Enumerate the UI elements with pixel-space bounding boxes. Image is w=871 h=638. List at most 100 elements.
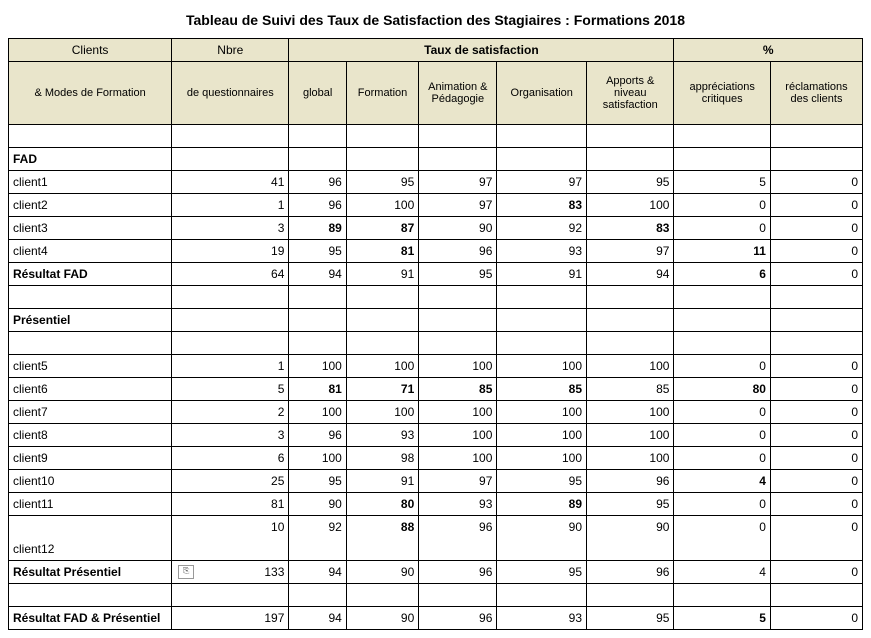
- table-row: 10928896909000: [9, 516, 863, 539]
- cell: [770, 286, 862, 309]
- cell: client5: [9, 355, 172, 378]
- header-animation: Animation & Pédagogie: [419, 62, 497, 125]
- cell: 0: [674, 217, 771, 240]
- header-questionnaires: de questionnaires: [172, 62, 289, 125]
- cell: [419, 148, 497, 171]
- cell: [497, 538, 587, 561]
- cell: 197: [172, 607, 289, 630]
- cell: [497, 286, 587, 309]
- table-row: client961009810010010000: [9, 447, 863, 470]
- cell: [172, 538, 289, 561]
- cell: 0: [770, 263, 862, 286]
- cell: 100: [497, 401, 587, 424]
- cell: 95: [346, 171, 418, 194]
- cell: [770, 538, 862, 561]
- cell: [587, 538, 674, 561]
- cell: [289, 148, 346, 171]
- cell: 95: [587, 171, 674, 194]
- cell: 81: [346, 240, 418, 263]
- cell: [9, 584, 172, 607]
- cell: 80: [674, 378, 771, 401]
- cell: 5: [674, 607, 771, 630]
- section-header: FAD: [9, 148, 863, 171]
- cell: [587, 286, 674, 309]
- cell: 100: [419, 355, 497, 378]
- cell: 95: [497, 561, 587, 584]
- cell: 0: [770, 217, 862, 240]
- table-row: client141969597979550: [9, 171, 863, 194]
- cell: 85: [497, 378, 587, 401]
- cell: 0: [674, 493, 771, 516]
- cell: 95: [587, 493, 674, 516]
- table-body: FADclient141969597979550client2196100978…: [9, 125, 863, 630]
- cell: [419, 584, 497, 607]
- header-apports: Apports & niveau satisfaction: [587, 62, 674, 125]
- cell: [497, 309, 587, 332]
- cell: 93: [346, 424, 418, 447]
- cell: 1: [172, 355, 289, 378]
- cell: 19: [172, 240, 289, 263]
- cell: [419, 286, 497, 309]
- cell: 0: [674, 401, 771, 424]
- header-row-2: & Modes de Formation de questionnaires g…: [9, 62, 863, 125]
- cell: 0: [674, 516, 771, 539]
- cell: Résultat Présentiel: [9, 561, 172, 584]
- table-row: client1181908093899500: [9, 493, 863, 516]
- blank-row: [9, 584, 863, 607]
- cell: [346, 332, 418, 355]
- cell: 100: [289, 447, 346, 470]
- header-pct: %: [674, 39, 863, 62]
- cell: 97: [497, 171, 587, 194]
- cell: [172, 309, 289, 332]
- cell: 97: [419, 194, 497, 217]
- cell: [419, 538, 497, 561]
- cell: 6: [172, 447, 289, 470]
- cell: 11: [674, 240, 771, 263]
- cell: 100: [419, 447, 497, 470]
- cell: 5: [674, 171, 771, 194]
- table-row: client658171858585800: [9, 378, 863, 401]
- cell: 97: [419, 470, 497, 493]
- cell: 96: [289, 194, 346, 217]
- cell: [9, 332, 172, 355]
- cell: 1: [172, 194, 289, 217]
- cell: client2: [9, 194, 172, 217]
- table-row: client83969310010010000: [9, 424, 863, 447]
- cell: 100: [289, 401, 346, 424]
- cell: [172, 125, 289, 148]
- header-formation: Formation: [346, 62, 418, 125]
- cell: 89: [497, 493, 587, 516]
- cell: 5: [172, 378, 289, 401]
- cell: FAD: [9, 148, 172, 171]
- blank-row: [9, 286, 863, 309]
- cell: [172, 332, 289, 355]
- header-modes: & Modes de Formation: [9, 62, 172, 125]
- cell: 96: [419, 607, 497, 630]
- cell: [587, 148, 674, 171]
- cell: 95: [587, 607, 674, 630]
- cell: 64: [172, 263, 289, 286]
- cell: 93: [419, 493, 497, 516]
- table-row: client1025959197959640: [9, 470, 863, 493]
- cell: [346, 125, 418, 148]
- blank-row: [9, 125, 863, 148]
- cell: 91: [346, 470, 418, 493]
- header-reclamations: réclamations des clients: [770, 62, 862, 125]
- cell: 90: [497, 516, 587, 539]
- cell: 100: [587, 447, 674, 470]
- cell: 81: [289, 378, 346, 401]
- result-row: Résultat FAD64949195919460: [9, 263, 863, 286]
- cell: 0: [770, 424, 862, 447]
- cell: 0: [770, 401, 862, 424]
- cell: client6: [9, 378, 172, 401]
- cell: [497, 584, 587, 607]
- cell: 96: [587, 470, 674, 493]
- cell: client8: [9, 424, 172, 447]
- cell: 100: [419, 424, 497, 447]
- cell: 100: [587, 401, 674, 424]
- cell: [674, 332, 771, 355]
- cell: 0: [770, 355, 862, 378]
- cell: 3: [172, 217, 289, 240]
- table-row: client7210010010010010000: [9, 401, 863, 424]
- cell: 0: [770, 516, 862, 539]
